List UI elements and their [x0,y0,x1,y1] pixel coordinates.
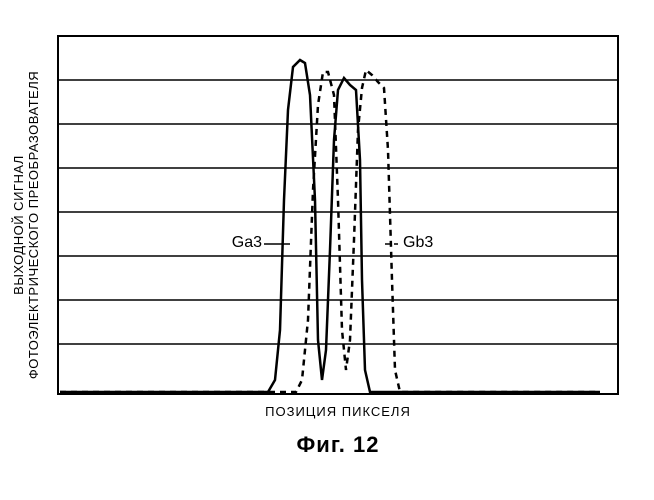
figure-label: Фиг. 12 [297,432,380,457]
label-ga3: Ga3 [232,234,262,251]
x-axis-label: ПОЗИЦИЯ ПИКСЕЛЯ [265,404,411,419]
y-axis-label: ВЫХОДНОЙ СИГНАЛ ФОТОЭЛЕКТРИЧЕСКОГО ПРЕОБ… [11,45,41,405]
chart-svg: Ga3 Gb3 ПОЗИЦИЯ ПИКСЕЛЯ Фиг. 12 [0,0,654,470]
series-ga3 [60,60,600,392]
y-axis-label-line2: ФОТОЭЛЕКТРИЧЕСКОГО ПРЕОБРАЗОВАТЕЛЯ [26,45,41,405]
label-gb3: Gb3 [403,234,433,251]
y-axis-label-line1: ВЫХОДНОЙ СИГНАЛ [11,45,26,405]
chart-container: Ga3 Gb3 ПОЗИЦИЯ ПИКСЕЛЯ Фиг. 12 ВЫХОДНОЙ… [0,0,654,500]
